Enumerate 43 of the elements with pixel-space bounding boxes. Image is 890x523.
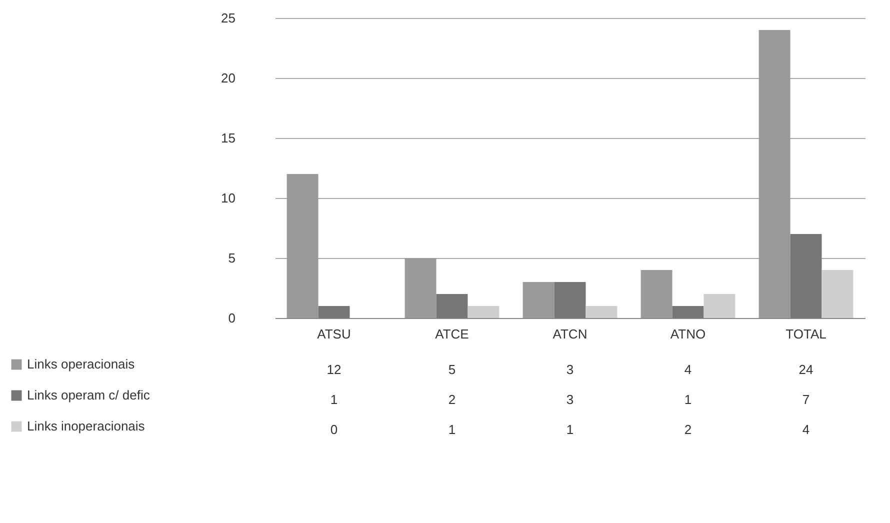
y-tick-label: 15 (221, 130, 236, 146)
y-tick-label: 25 (221, 10, 236, 26)
x-tick-label: ATCN (552, 326, 588, 342)
y-tick-label: 5 (228, 250, 236, 266)
bar (672, 306, 704, 318)
bar (822, 270, 854, 318)
bar (436, 294, 468, 318)
bar (318, 306, 350, 318)
data-label: 1 (684, 392, 692, 407)
legend-label: Links inoperacionais (27, 418, 146, 434)
bar (554, 282, 586, 318)
bar (404, 258, 436, 318)
x-tick-label: ATNO (670, 326, 706, 342)
y-tick-label: 10 (221, 190, 236, 206)
y-tick-label: 0 (228, 310, 236, 326)
data-label: 7 (802, 392, 810, 407)
data-label: 3 (566, 392, 574, 407)
data-label: 3 (566, 362, 574, 377)
data-label: 4 (684, 362, 692, 377)
bar (586, 306, 618, 318)
data-label: 1 (448, 422, 456, 437)
bar (758, 30, 790, 318)
data-label: 12 (326, 362, 342, 377)
bar (286, 174, 318, 318)
data-label: 2 (684, 422, 692, 437)
data-label: 0 (330, 422, 338, 437)
data-label: 4 (802, 422, 810, 437)
legend-label: Links operam c/ defic (27, 388, 150, 402)
data-label: 1 (566, 422, 574, 437)
legend-label: Links operacionais (27, 356, 136, 372)
y-tick-label: 20 (221, 70, 236, 86)
data-label: 1 (330, 392, 338, 407)
data-label: 24 (798, 362, 814, 377)
data-label: 2 (448, 392, 456, 407)
bar (704, 294, 736, 318)
x-tick-label: TOTAL (786, 326, 826, 342)
bar (640, 270, 672, 318)
x-tick-label: ATCE (435, 326, 470, 342)
data-label: 5 (448, 362, 456, 377)
bar (468, 306, 500, 318)
x-tick-label: ATSU (317, 326, 351, 342)
bar (522, 282, 554, 318)
bar (790, 234, 822, 318)
